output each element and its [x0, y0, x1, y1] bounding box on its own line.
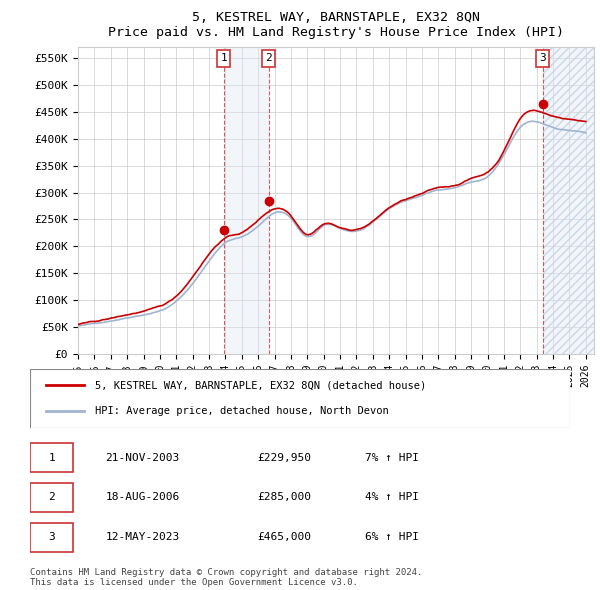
FancyBboxPatch shape: [30, 443, 73, 472]
Text: 21-NOV-2003: 21-NOV-2003: [106, 453, 180, 463]
FancyBboxPatch shape: [30, 483, 73, 512]
Text: 18-AUG-2006: 18-AUG-2006: [106, 493, 180, 502]
Text: 1: 1: [48, 453, 55, 463]
FancyBboxPatch shape: [30, 523, 73, 552]
Text: 1: 1: [220, 53, 227, 63]
Text: 7% ↑ HPI: 7% ↑ HPI: [365, 453, 419, 463]
Text: 4% ↑ HPI: 4% ↑ HPI: [365, 493, 419, 502]
Text: 5, KESTREL WAY, BARNSTAPLE, EX32 8QN (detached house): 5, KESTREL WAY, BARNSTAPLE, EX32 8QN (de…: [95, 381, 426, 390]
Bar: [542, 47, 594, 354]
Text: 12-MAY-2023: 12-MAY-2023: [106, 532, 180, 542]
Text: HPI: Average price, detached house, North Devon: HPI: Average price, detached house, Nort…: [95, 407, 389, 416]
Text: 6% ↑ HPI: 6% ↑ HPI: [365, 532, 419, 542]
Text: 3: 3: [48, 532, 55, 542]
Bar: [224, 47, 269, 354]
FancyBboxPatch shape: [30, 369, 570, 428]
Text: 2: 2: [265, 53, 272, 63]
Bar: [542, 47, 594, 354]
Bar: [542, 47, 594, 354]
Text: Contains HM Land Registry data © Crown copyright and database right 2024.
This d: Contains HM Land Registry data © Crown c…: [30, 568, 422, 587]
Title: 5, KESTREL WAY, BARNSTAPLE, EX32 8QN
Price paid vs. HM Land Registry's House Pri: 5, KESTREL WAY, BARNSTAPLE, EX32 8QN Pri…: [108, 11, 564, 39]
Text: 3: 3: [539, 53, 546, 63]
Text: £285,000: £285,000: [257, 493, 311, 502]
Text: £465,000: £465,000: [257, 532, 311, 542]
Text: £229,950: £229,950: [257, 453, 311, 463]
Text: 2: 2: [48, 493, 55, 502]
